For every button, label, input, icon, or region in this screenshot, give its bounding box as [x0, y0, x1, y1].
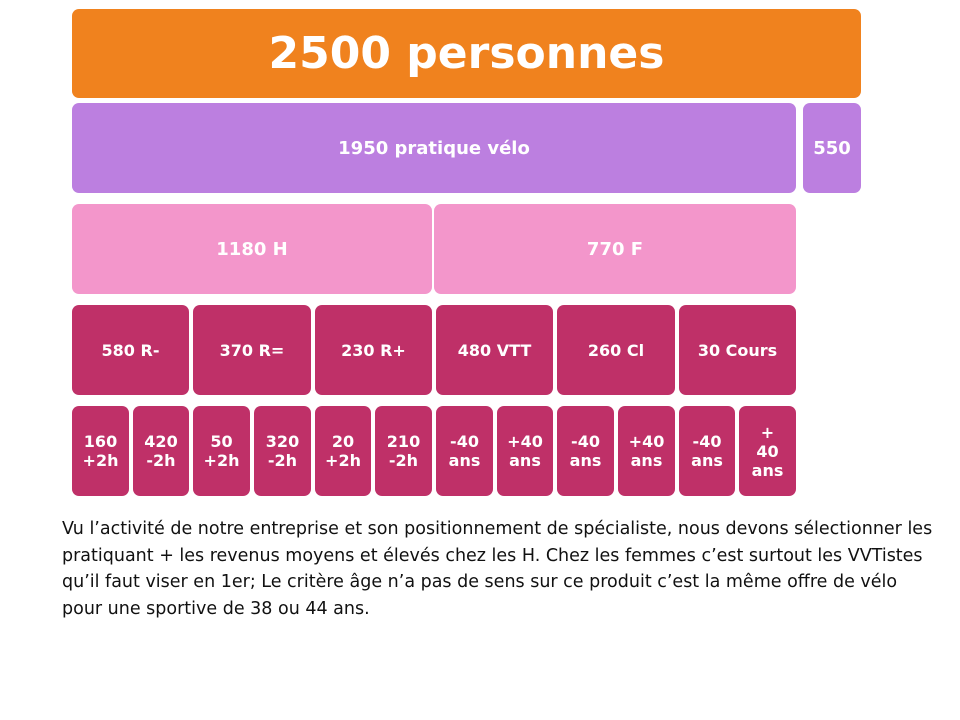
node-women-vtt: 480 VTT — [436, 305, 553, 395]
leaf-node: 420 -2h — [133, 406, 189, 496]
leaf-node: 160 +2h — [72, 406, 129, 496]
node-men-mid-income: 370 R= — [193, 305, 311, 395]
node-men-low-income: 580 R- — [72, 305, 189, 395]
node-women: 770 F — [434, 204, 796, 294]
node-non-cyclists: 550 — [803, 103, 861, 193]
leaf-node: 50 +2h — [193, 406, 250, 496]
leaf-node: +40 ans — [497, 406, 553, 496]
node-women-cl: 260 Cl — [557, 305, 675, 395]
leaf-node: 20 +2h — [315, 406, 371, 496]
node-men-high-income: 230 R+ — [315, 305, 432, 395]
leaf-node: -40 ans — [557, 406, 614, 496]
node-women-cours: 30 Cours — [679, 305, 796, 395]
leaf-node: 320 -2h — [254, 406, 311, 496]
leaf-node: + 40 ans — [739, 406, 796, 496]
leaf-node: 210 -2h — [375, 406, 432, 496]
root-node: 2500 personnes — [72, 9, 861, 98]
leaf-node: -40 ans — [436, 406, 493, 496]
leaf-node: -40 ans — [679, 406, 735, 496]
node-cyclists: 1950 pratique vélo — [72, 103, 796, 193]
node-men: 1180 H — [72, 204, 432, 294]
leaf-node: +40 ans — [618, 406, 675, 496]
description-text: Vu l’activité de notre entreprise et son… — [62, 519, 933, 619]
